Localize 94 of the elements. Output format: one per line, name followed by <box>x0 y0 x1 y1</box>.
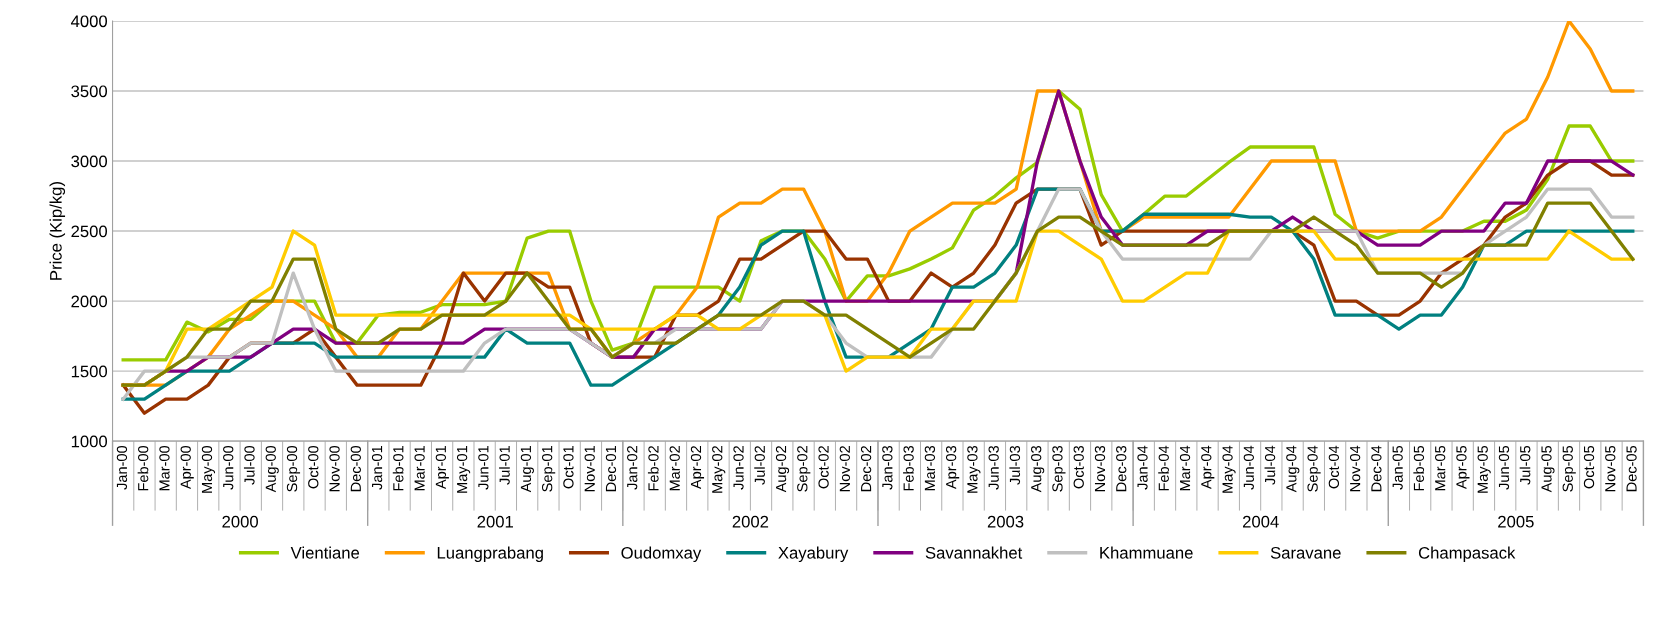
x-tick-label: Aug-05 <box>1541 445 1555 493</box>
x-tick-label: Nov-04 <box>1349 445 1361 492</box>
x-tick-label: Jun-03 <box>988 445 999 490</box>
text: 2005 <box>1498 515 1534 528</box>
x-tick-label: Dec-00 <box>350 445 361 492</box>
legend-label: Saravane <box>1270 546 1341 559</box>
x-tick-label: Apr-02 <box>690 446 705 490</box>
x-tick-label: Jul-01 <box>499 446 510 485</box>
x-tick-label: Sep-00 <box>286 445 301 492</box>
x-tick-label: Feb-03 <box>903 445 914 491</box>
x-tick-label: Jul-04 <box>1264 445 1276 485</box>
x-tick-label: Jan-04 <box>1137 445 1148 490</box>
text: 2000 <box>222 515 258 528</box>
x-tick-label: Sep-01 <box>542 446 556 492</box>
x-tick-label: Jan-05 <box>1392 445 1403 490</box>
x-tick-label: Oct-01 <box>563 446 574 489</box>
y-tick-label: 1000 <box>71 435 108 448</box>
x-tick-label: Oct-00 <box>308 445 319 489</box>
x-tick-label: Dec-04 <box>1371 445 1382 492</box>
x-tick-label: Nov-03 <box>1094 445 1106 492</box>
x-tick-label: Apr-05 <box>1456 445 1470 490</box>
x-tick-label: Nov-01 <box>584 446 595 492</box>
x-tick-label: Feb-02 <box>647 446 659 491</box>
x-tick-label: Jul-02 <box>754 446 765 485</box>
legend-label: Khammuane <box>1100 546 1193 559</box>
x-tick-label: Nov-00 <box>329 445 340 492</box>
x-tick-label: Feb-04 <box>1158 445 1169 491</box>
x-tick-label: Mar-05 <box>1435 445 1446 491</box>
x-tick-label: Oct-02 <box>818 446 829 489</box>
y-tick-label: 2000 <box>71 295 108 308</box>
x-tick-label: Mar-02 <box>669 446 680 491</box>
x-tick-label: May-01 <box>456 446 471 493</box>
x-tick-label: Jun-01 <box>478 446 489 490</box>
x-tick-label: Feb-01 <box>392 446 404 491</box>
x-tick-label: Jun-02 <box>733 446 744 490</box>
legend-label: Xayabury <box>778 546 849 563</box>
x-tick-label: Apr-04 <box>1201 445 1215 490</box>
x-tick-label: Aug-01 <box>520 446 534 493</box>
x-tick-label: Sep-04 <box>1307 445 1321 492</box>
x-tick-label: Dec-02 <box>860 446 872 492</box>
x-tick-label: Sep-03 <box>1052 445 1066 492</box>
x-tick-label: Aug-03 <box>1031 445 1045 493</box>
x-tick-label: Apr-03 <box>945 445 960 490</box>
x-tick-label: May-03 <box>967 445 981 493</box>
legend-label: Vientiane <box>290 546 360 559</box>
x-tick-label: Oct-04 <box>1328 445 1340 489</box>
x-tick-label: Aug-04 <box>1286 445 1300 493</box>
x-tick-label: Jun-00 <box>223 445 234 490</box>
text: 2001 <box>477 515 513 528</box>
y-axis-title: Price (Kip/kg) <box>49 182 66 280</box>
text: 2002 <box>732 515 769 528</box>
y-tick-label: 2500 <box>71 225 108 238</box>
y-tick-label: 1500 <box>71 365 108 378</box>
x-tick-label: Dec-05 <box>1626 445 1637 492</box>
text: 2004 <box>1243 515 1279 528</box>
x-tick-label: Sep-05 <box>1562 445 1576 492</box>
x-tick-label: Aug-00 <box>265 445 279 493</box>
x-tick-label: Jul-03 <box>1009 445 1021 485</box>
x-tick-label: Jan-02 <box>627 446 638 490</box>
x-tick-label: Jan-03 <box>882 445 893 490</box>
legend-label: Champasack <box>1418 546 1516 563</box>
x-tick-label: May-05 <box>1477 445 1491 493</box>
x-tick-label: May-04 <box>1222 445 1236 493</box>
x-tick-label: Oct-03 <box>1073 445 1084 489</box>
x-tick-label: Mar-03 <box>924 445 936 491</box>
x-tick-label: Mar-01 <box>414 446 425 491</box>
x-tick-label: Jan-01 <box>371 446 383 490</box>
x-tick-label: Jul-05 <box>1519 445 1531 485</box>
x-tick-label: Jan-00 <box>116 445 128 490</box>
x-tick-label: May-02 <box>712 446 726 493</box>
x-tick-label: Apr-00 <box>180 445 194 490</box>
y-tick-label: 4000 <box>70 15 108 28</box>
y-tick-label: 3000 <box>71 155 108 168</box>
x-tick-label: Sep-02 <box>797 446 811 492</box>
x-tick-label: Dec-01 <box>605 446 617 492</box>
x-tick-label: Jun-05 <box>1498 445 1510 490</box>
legend-label: Oudomxay <box>621 546 702 563</box>
x-tick-label: Feb-05 <box>1413 445 1425 491</box>
x-tick-label: Apr-01 <box>435 446 449 490</box>
legend-label: Savannakhet <box>925 546 1023 559</box>
x-tick-label: Feb-00 <box>137 445 149 491</box>
text: 2003 <box>987 515 1024 528</box>
legend-label: Luangprabang <box>437 546 543 563</box>
x-tick-label: Jul-00 <box>243 445 255 485</box>
x-tick-label: Nov-02 <box>839 446 850 492</box>
x-tick-label: Jun-04 <box>1243 445 1254 490</box>
x-tick-label: Nov-05 <box>1605 445 1616 492</box>
x-tick-label: Oct-05 <box>1583 445 1595 489</box>
x-tick-label: Mar-04 <box>1179 445 1191 491</box>
x-tick-label: Dec-03 <box>1116 445 1127 492</box>
x-tick-label: Mar-00 <box>159 445 170 491</box>
y-tick-label: 3500 <box>71 85 108 98</box>
x-tick-label: May-00 <box>201 445 216 493</box>
x-tick-label: Aug-02 <box>775 446 790 493</box>
